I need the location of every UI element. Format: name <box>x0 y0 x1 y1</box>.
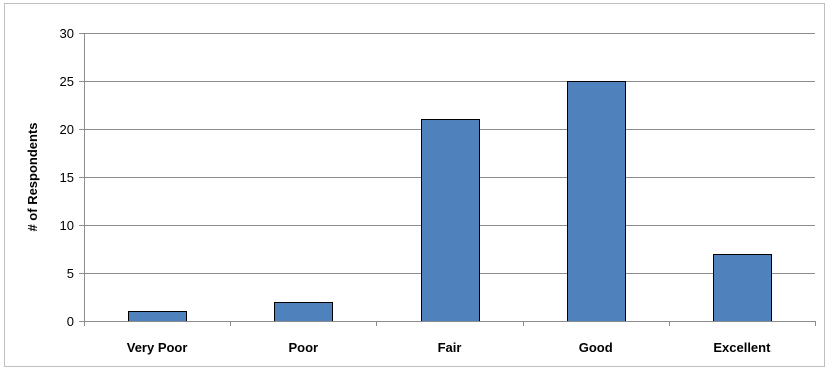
bar-poor <box>274 302 333 322</box>
x-tick-label: Good <box>579 340 613 355</box>
bar-very-poor <box>128 311 187 322</box>
y-tick-label: 30 <box>60 26 74 41</box>
bar-excellent <box>713 254 772 322</box>
bars <box>128 81 772 322</box>
x-tick-label: Very Poor <box>127 340 188 355</box>
x-tick-label: Poor <box>288 340 318 355</box>
y-tick-label: 5 <box>67 266 74 281</box>
x-tick-labels: Very Poor Poor Fair Good Excellent <box>127 340 771 355</box>
y-tick-label: 25 <box>60 74 74 89</box>
y-tick-label: 0 <box>67 314 74 329</box>
bar-fair <box>421 119 480 322</box>
x-tick-label: Excellent <box>713 340 771 355</box>
x-tick-label: Fair <box>438 340 462 355</box>
bar-good <box>567 81 626 322</box>
y-tick-label: 10 <box>60 218 74 233</box>
y-tick-label: 15 <box>60 170 74 185</box>
chart-area <box>4 3 825 367</box>
gridlines <box>84 33 815 274</box>
y-axis-title: # of Respondents <box>25 122 40 231</box>
y-tick-label: 20 <box>60 122 74 137</box>
y-tick-labels: 0 5 10 15 20 25 30 <box>60 26 74 329</box>
axes <box>79 33 816 326</box>
